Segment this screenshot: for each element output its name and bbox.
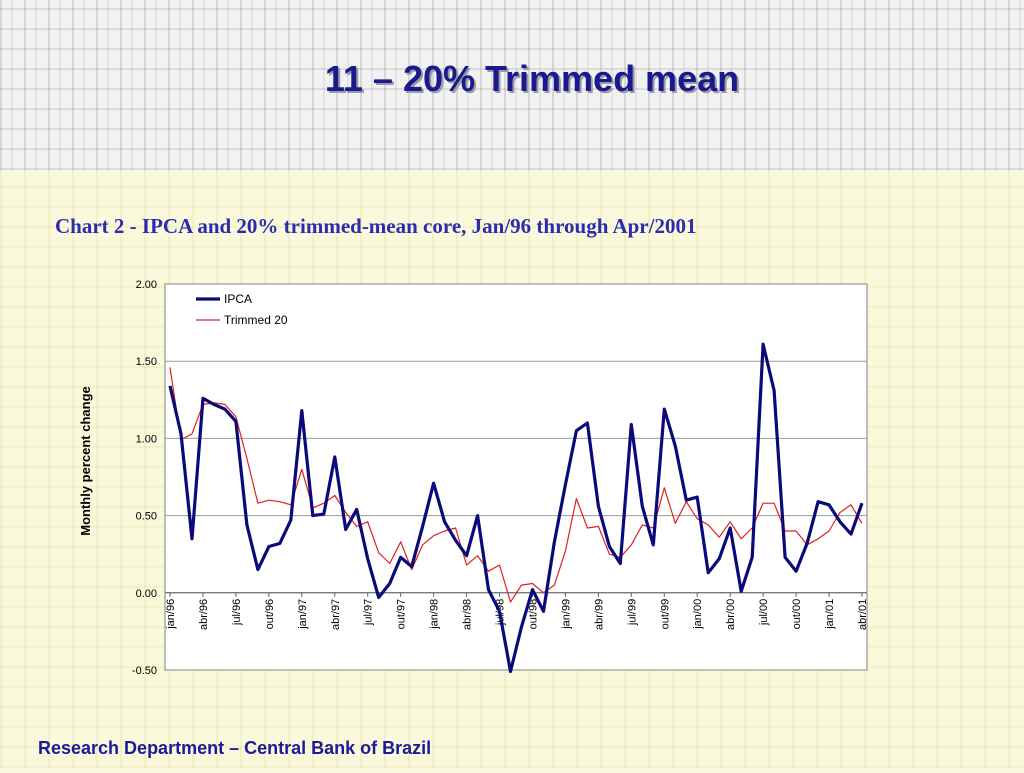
legend-ipca-label: IPCA (224, 292, 252, 306)
x-tick-label: abr/00 (725, 599, 737, 630)
x-tick-label: out/97 (396, 599, 408, 630)
x-tick-label: jan/99 (560, 599, 572, 630)
chart-caption: Chart 2 - IPCA and 20% trimmed-mean core… (55, 214, 697, 238)
legend: IPCA Trimmed 20 (196, 292, 288, 327)
x-tick-label: out/99 (659, 599, 671, 630)
x-tick-label: jan/97 (297, 599, 309, 630)
x-tick-label: jul/97 (363, 599, 375, 626)
ipca-series-line (168, 342, 864, 674)
x-tick-label: out/98 (527, 599, 539, 630)
x-tick-label: abr/97 (330, 599, 342, 630)
y-tick-label: -0.50 (132, 665, 157, 677)
y-tick-label: 2.00 (136, 279, 157, 291)
trimmed-20-series-line (169, 367, 863, 603)
x-tick-label: jan/01 (824, 599, 836, 630)
y-tick-label: 0.00 (136, 588, 157, 600)
x-tick-label: jan/00 (692, 599, 704, 630)
y-tick-label: 1.50 (136, 356, 157, 368)
x-axis-tick-labels: jan/96 abr/96 jul/96 out/96 jan/97 abr/97 jul/… (165, 592, 869, 630)
x-tick-label: jul/96 (231, 599, 243, 626)
series-lines (168, 342, 864, 674)
title-background (0, 0, 1024, 170)
x-tick-label: out/96 (264, 599, 276, 630)
y-axis-label: Monthly percent change (78, 386, 93, 536)
x-tick-label: abr/96 (198, 599, 210, 630)
x-tick-label: jan/98 (429, 599, 441, 630)
x-tick-label: abr/98 (462, 599, 474, 630)
x-tick-label: jul/99 (626, 599, 638, 626)
footer-text: Research Department – Central Bank of Br… (38, 738, 432, 758)
x-tick-label: jul/00 (758, 599, 770, 626)
y-tick-label: 1.00 (136, 433, 157, 445)
x-tick-label: abr/99 (593, 599, 605, 630)
legend-trimmed-label: Trimmed 20 (224, 313, 288, 327)
plot-area (164, 283, 868, 671)
x-tick-label: jan/96 (165, 599, 177, 630)
y-axis-tick-labels: -0.50 0.00 0.50 1.00 1.50 2.00 (132, 279, 157, 677)
x-tick-label: abr/01 (857, 599, 869, 630)
x-tick-label: out/00 (791, 599, 803, 630)
slide-title: 11 – 20% Trimmed mean (324, 58, 740, 99)
y-tick-label: 0.50 (136, 511, 157, 523)
